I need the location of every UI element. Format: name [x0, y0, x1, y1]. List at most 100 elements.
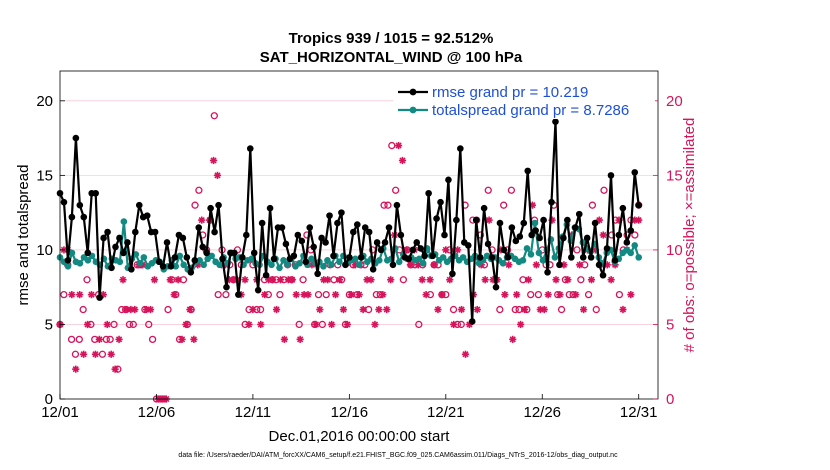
obs-assimilated-stroke — [92, 351, 99, 358]
rmse-point — [524, 167, 532, 175]
obs-assimilated-stroke — [371, 321, 379, 328]
obs-assimilated-stroke — [395, 142, 402, 149]
obs-assimilated-stroke — [171, 291, 178, 298]
obs-possible-point — [222, 290, 230, 299]
obs-assimilated-stroke — [450, 321, 457, 328]
obs-assimilated-point — [316, 305, 324, 314]
obs-assimilated-stroke — [505, 261, 512, 268]
totalspread-point — [276, 264, 283, 272]
obs-assimilated-point — [272, 305, 281, 314]
obs-assimilated-point — [209, 156, 218, 165]
rmse-point — [219, 255, 226, 263]
obs-assimilated-stroke — [556, 291, 564, 298]
obs-assimilated-point — [627, 291, 635, 299]
rmse-point — [179, 234, 187, 242]
totalspread-point — [120, 218, 128, 225]
obs-assimilated-stroke — [462, 351, 469, 358]
obs-assimilated-point — [115, 335, 123, 343]
rmse-point — [203, 249, 210, 257]
rmse-point — [603, 245, 611, 252]
obs-assimilated-point — [635, 216, 643, 224]
rmse-point — [492, 283, 500, 291]
obs-assimilated-stroke — [269, 276, 276, 283]
totalspread-point — [419, 260, 427, 267]
y-tick-label-left: 0 — [45, 391, 53, 408]
obs-assimilated-stroke — [356, 291, 363, 298]
obs-possible-point — [534, 290, 543, 299]
rmse-point — [369, 265, 377, 273]
y-tick-label-left: 5 — [45, 316, 53, 333]
obs-possible-point — [71, 350, 80, 358]
obs-assimilated-stroke — [348, 291, 355, 298]
totalspread-point — [68, 249, 76, 257]
rmse-point — [330, 252, 337, 260]
rmse-point — [64, 257, 72, 264]
obs-assimilated-stroke — [297, 336, 304, 343]
obs-assimilated-point — [501, 291, 509, 299]
obs-assimilated-point — [422, 291, 430, 299]
obs-assimilated-point — [572, 291, 580, 299]
obs-assimilated-point — [292, 291, 300, 299]
totalspread-point — [324, 257, 331, 264]
obs-assimilated-stroke — [501, 291, 508, 298]
obs-assimilated-point — [91, 350, 100, 358]
obs-assimilated-point — [556, 291, 564, 299]
axis-ticks: 0 5 10 15 20 0 5 10 15 20 12/01 12/06 12/11 12/16 12/2… — [36, 93, 682, 421]
rmse-point — [187, 268, 195, 276]
obs-assimilated-point — [375, 305, 383, 314]
legend-rmse-label: rmse grand pr = 10.219 — [432, 84, 588, 101]
rmse-point — [365, 228, 373, 236]
totalspread-point — [535, 249, 543, 257]
obs-assimilated-stroke — [84, 321, 91, 328]
obs-assimilated-point — [280, 335, 288, 343]
rmse-point — [540, 216, 547, 224]
rmse-point — [464, 242, 472, 249]
obs-assimilated-point — [607, 276, 615, 284]
rmse-point — [108, 264, 115, 272]
x-tick-label: 12/26 — [523, 404, 561, 421]
obs-assimilated-stroke — [580, 306, 587, 313]
obs-assimilated-point — [430, 261, 438, 269]
rmse-point — [468, 318, 476, 325]
rmse-point — [512, 237, 520, 245]
obs-possible-point — [106, 335, 114, 344]
totalspread-point — [499, 260, 507, 267]
obs-assimilated-stroke — [198, 216, 205, 224]
rmse-point — [381, 239, 389, 246]
obs-possible-point — [600, 186, 608, 194]
y-tick-label-right: 5 — [666, 316, 674, 333]
obs-possible-point — [256, 305, 265, 314]
obs-assimilated-stroke — [261, 291, 268, 298]
obs-possible-point — [573, 246, 581, 254]
chart-title-line2: SAT_HORIZONTAL_WIND @ 100 hPa — [260, 49, 523, 66]
obs-possible-point — [314, 290, 323, 299]
obs-assimilated-stroke — [367, 276, 375, 283]
obs-assimilated-stroke — [96, 336, 103, 343]
rmse-point — [484, 240, 492, 248]
obs-assimilated-stroke — [521, 306, 528, 313]
obs-assimilated-stroke — [88, 291, 95, 298]
totalspread-point — [200, 261, 207, 269]
rmse-point — [318, 234, 325, 242]
totalspread-point — [268, 261, 275, 269]
rmse-point — [76, 201, 84, 209]
obs-assimilated-point — [524, 276, 533, 284]
obs-assimilated-stroke — [434, 306, 442, 313]
obs-assimilated-point — [379, 291, 387, 299]
totalspread-point — [415, 255, 423, 263]
plot-frame — [59, 70, 659, 400]
rmse-point — [445, 176, 452, 184]
rmse-point — [568, 254, 575, 261]
obs-assimilated-point — [68, 291, 76, 299]
totalspread-point — [631, 242, 639, 249]
obs-assimilated-stroke — [340, 306, 347, 313]
x-tick-label: 12/01 — [41, 404, 79, 421]
rmse-point — [357, 254, 365, 261]
obs-assimilated-point — [371, 320, 379, 329]
obs-assimilated-stroke — [619, 306, 627, 313]
obs-possible-point — [148, 335, 157, 344]
rmse-point — [60, 198, 68, 206]
obs-assimilated-point — [150, 276, 159, 284]
obs-assimilated-stroke — [552, 276, 560, 283]
